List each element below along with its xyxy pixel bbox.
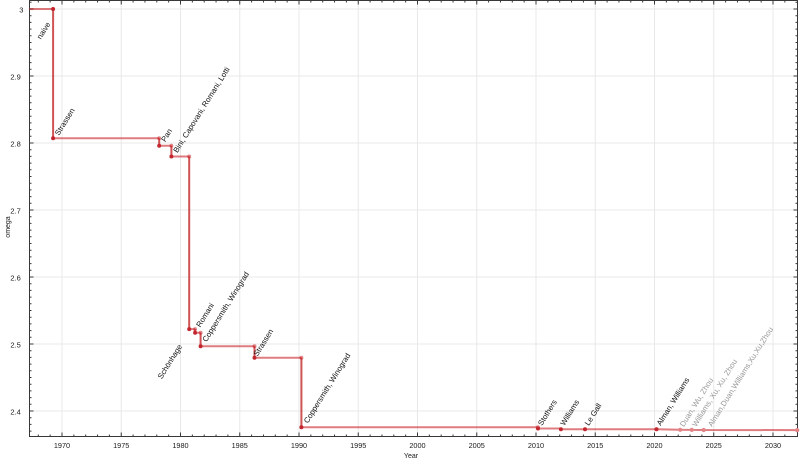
svg-text:3: 3: [19, 6, 23, 15]
svg-text:2.4: 2.4: [10, 408, 20, 417]
svg-text:1980: 1980: [172, 441, 188, 450]
svg-text:2.6: 2.6: [10, 274, 20, 283]
svg-text:2005: 2005: [469, 441, 485, 450]
svg-text:Year: Year: [404, 453, 419, 460]
svg-text:2.5: 2.5: [10, 341, 20, 350]
svg-text:1970: 1970: [54, 441, 70, 450]
svg-text:2000: 2000: [409, 441, 425, 450]
svg-text:2015: 2015: [587, 441, 603, 450]
svg-text:1990: 1990: [291, 441, 307, 450]
svg-text:2.9: 2.9: [10, 73, 20, 82]
svg-text:2030: 2030: [765, 441, 781, 450]
svg-text:2020: 2020: [646, 441, 662, 450]
svg-text:2025: 2025: [706, 441, 722, 450]
svg-text:omega: omega: [5, 216, 12, 238]
svg-text:1975: 1975: [113, 441, 129, 450]
svg-text:1985: 1985: [232, 441, 248, 450]
svg-text:2010: 2010: [528, 441, 544, 450]
svg-text:1995: 1995: [350, 441, 366, 450]
svg-text:2.8: 2.8: [10, 140, 20, 149]
svg-text:2.7: 2.7: [10, 207, 20, 216]
